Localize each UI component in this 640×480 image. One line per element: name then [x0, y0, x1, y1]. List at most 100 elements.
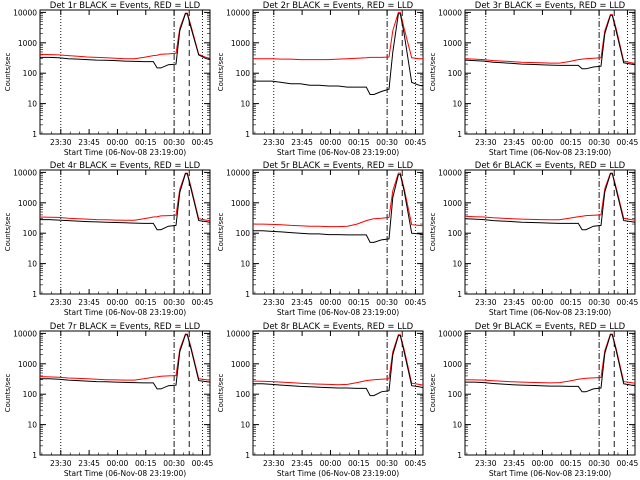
- series-line-lld: [39, 12, 211, 60]
- chart-panel-6: Det 6r BLACK = Events, RED = LLD 1 10 100 10…: [429, 161, 638, 317]
- chart-panel-2: Det 2r BLACK = Events, RED = LLD 1 10 100 10…: [217, 1, 426, 157]
- x-tick-label: 23:45: [291, 298, 313, 307]
- x-tick-label: 23:45: [78, 459, 100, 468]
- x-tick-label: 23:30: [475, 459, 497, 468]
- y-tick-label: 10000: [226, 168, 250, 177]
- x-axis-label: Start Time (06-Nov-08 23:19:00): [64, 469, 186, 478]
- y-tick-label: 1: [245, 290, 250, 299]
- x-tick-label: 00:00: [532, 298, 554, 307]
- plot-frame: [39, 169, 211, 295]
- series-line-events: [40, 173, 211, 231]
- y-tick-label: 1000: [443, 199, 462, 208]
- y-axis-label: Counts/sec: [4, 213, 12, 252]
- y-tick-label: 100: [448, 69, 463, 78]
- x-axis-label: Start Time (06-Nov-08 23:19:00): [489, 469, 611, 478]
- series-line-lld: [252, 334, 424, 386]
- x-tick-label: 00:15: [560, 459, 582, 468]
- series-line-lld: [464, 333, 636, 384]
- series-line-events: [465, 334, 636, 393]
- y-tick-label: 100: [448, 390, 463, 399]
- y-tick-label: 1000: [443, 39, 462, 48]
- y-tick-label: 1: [457, 451, 462, 460]
- series-line-lld: [464, 14, 636, 64]
- x-axis-label: Start Time (06-Nov-08 23:19:00): [64, 148, 186, 157]
- x-tick-label: 23:30: [50, 138, 72, 147]
- series-line-lld: [464, 172, 636, 221]
- y-tick-label: 1000: [231, 39, 250, 48]
- y-axis-label: Counts/sec: [217, 53, 225, 92]
- x-tick-label: 23:30: [263, 138, 285, 147]
- x-tick-label: 23:30: [475, 138, 497, 147]
- chart-panel-5: Det 5r BLACK = Events, RED = LLD 1 10 100 10…: [217, 161, 426, 317]
- y-tick-label: 100: [236, 229, 251, 238]
- x-tick-label: 00:00: [532, 138, 554, 147]
- y-tick-label: 1: [245, 130, 250, 139]
- y-axis-label: Counts/sec: [429, 213, 437, 252]
- x-axis-label: Start Time (06-Nov-08 23:19:00): [64, 308, 186, 317]
- x-tick-label: 00:15: [348, 459, 370, 468]
- x-tick-label: 23:45: [291, 459, 313, 468]
- x-tick-label: 00:00: [320, 138, 342, 147]
- x-tick-label: 00:30: [588, 138, 610, 147]
- x-tick-label: 00:00: [320, 298, 342, 307]
- series-line-events: [253, 13, 424, 95]
- x-tick-label: 00:15: [348, 298, 370, 307]
- x-axis-label: Start Time (06-Nov-08 23:19:00): [277, 308, 399, 317]
- x-tick-label: 23:45: [78, 298, 100, 307]
- chart-title: Det 5r BLACK = Events, RED = LLD: [263, 161, 414, 171]
- series-line-lld: [39, 172, 211, 222]
- x-tick-label: 23:45: [503, 138, 525, 147]
- chart-title: Det 3r BLACK = Events, RED = LLD: [475, 1, 626, 11]
- series-line-events: [464, 14, 636, 70]
- x-tick-label: 23:30: [50, 459, 72, 468]
- x-tick-label: 00:30: [163, 138, 185, 147]
- y-tick-label: 100: [236, 69, 251, 78]
- x-tick-label: 00:45: [405, 138, 427, 147]
- chart-panel-1: Det 1r BLACK = Events, RED = LLD 1 10 100 10…: [4, 1, 213, 157]
- x-tick-label: 00:15: [135, 459, 157, 468]
- x-tick-label: 00:45: [192, 298, 214, 307]
- x-tick-label: 00:45: [192, 138, 214, 147]
- x-tick-label: 00:30: [588, 459, 610, 468]
- x-tick-label: 23:45: [78, 138, 100, 147]
- x-tick-label: 00:45: [617, 138, 639, 147]
- x-tick-label: 00:45: [617, 298, 639, 307]
- x-tick-label: 00:30: [163, 459, 185, 468]
- y-tick-label: 10: [240, 100, 250, 109]
- y-tick-label: 10: [27, 421, 37, 430]
- chart-panel-8: Det 8r BLACK = Events, RED = LLD 1 10 100 10…: [217, 322, 426, 478]
- x-axis-label: Start Time (06-Nov-08 23:19:00): [277, 469, 399, 478]
- x-axis-label: Start Time (06-Nov-08 23:19:00): [277, 148, 399, 157]
- y-tick-label: 10000: [226, 329, 250, 338]
- chart-title: Det 7r BLACK = Events, RED = LLD: [50, 322, 201, 332]
- y-axis-label: Counts/sec: [217, 213, 225, 252]
- series-line-events: [253, 174, 424, 243]
- plot-frame: [252, 9, 424, 135]
- y-tick-label: 10000: [438, 8, 462, 17]
- y-tick-label: 1: [457, 130, 462, 139]
- y-axis-label: Counts/sec: [429, 374, 437, 413]
- x-tick-label: 00:00: [107, 459, 129, 468]
- x-tick-label: 00:30: [376, 298, 398, 307]
- plot-frame: [464, 330, 636, 456]
- y-tick-label: 10: [452, 260, 462, 269]
- x-tick-label: 00:45: [405, 298, 427, 307]
- x-tick-label: 00:30: [163, 298, 185, 307]
- x-tick-label: 00:45: [617, 459, 639, 468]
- chart-panel-3: Det 3r BLACK = Events, RED = LLD 1 10 100 10…: [429, 1, 638, 157]
- x-tick-label: 00:15: [135, 298, 157, 307]
- series-line-events: [40, 334, 211, 390]
- y-tick-label: 10: [240, 260, 250, 269]
- y-tick-label: 10000: [13, 329, 37, 338]
- y-tick-label: 1: [32, 451, 37, 460]
- plot-frame: [252, 169, 424, 295]
- series-line-lld: [39, 333, 211, 381]
- y-tick-label: 1: [32, 290, 37, 299]
- y-tick-label: 1000: [18, 39, 37, 48]
- x-tick-label: 00:00: [107, 138, 129, 147]
- series-line-events: [40, 13, 211, 69]
- x-tick-label: 23:30: [263, 298, 285, 307]
- y-tick-label: 1000: [18, 360, 37, 369]
- chart-panel-9: Det 9r BLACK = Events, RED = LLD 1 10 100 10…: [429, 322, 638, 478]
